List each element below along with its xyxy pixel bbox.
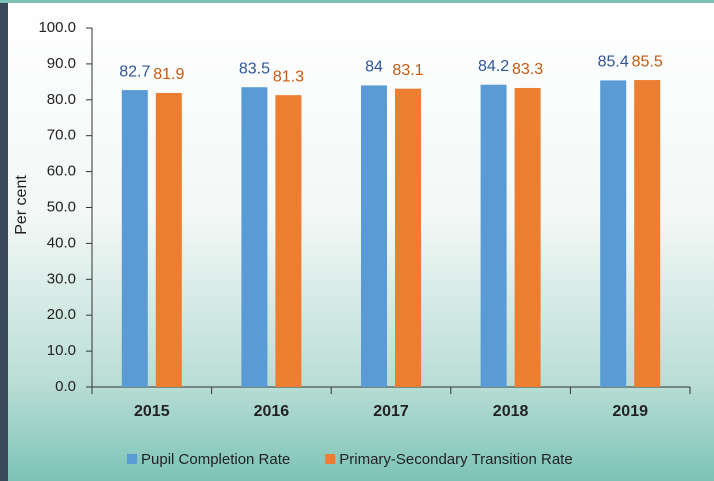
y-tick-label: 20.0 xyxy=(47,306,76,323)
bar xyxy=(600,80,627,387)
y-tick-label: 50.0 xyxy=(47,198,76,215)
y-tick-label: 70.0 xyxy=(47,127,76,144)
legend-swatch xyxy=(325,454,336,464)
bar xyxy=(395,88,421,388)
value-label: 82.7 xyxy=(119,63,150,80)
bar xyxy=(241,87,268,388)
y-tick-label: 30.0 xyxy=(47,270,76,287)
y-tick-label: 60.0 xyxy=(47,163,76,180)
left-edge xyxy=(0,0,8,481)
bar xyxy=(480,84,507,388)
x-tick-label: 2017 xyxy=(373,403,409,420)
value-label: 84 xyxy=(365,59,383,76)
y-tick-label: 0.0 xyxy=(55,378,76,395)
y-tick-label: 90.0 xyxy=(47,55,76,72)
bar xyxy=(121,90,148,388)
legend-swatch xyxy=(127,454,137,464)
value-label: 85.4 xyxy=(598,54,629,71)
y-tick-label: 40.0 xyxy=(47,234,76,251)
value-label: 84.2 xyxy=(478,58,509,75)
bar xyxy=(155,92,182,387)
value-label: 83.5 xyxy=(239,60,270,77)
value-label: 81.3 xyxy=(273,68,304,85)
y-tick-label: 10.0 xyxy=(47,342,76,359)
y-axis-label: Per cent xyxy=(13,175,30,235)
x-tick-label: 2016 xyxy=(254,403,290,420)
x-tick-label: 2018 xyxy=(493,403,529,420)
x-tick-label: 2015 xyxy=(134,403,170,420)
bar xyxy=(275,95,302,388)
bar xyxy=(634,80,661,388)
value-label: 83.3 xyxy=(512,61,543,78)
bar xyxy=(514,87,541,387)
legend-label: Pupil Completion Rate xyxy=(141,451,290,468)
legend-label: Primary-Secondary Transition Rate xyxy=(339,451,572,468)
value-label: 81.9 xyxy=(153,66,184,83)
value-label: 85.5 xyxy=(632,53,663,70)
x-tick-label: 2019 xyxy=(612,403,648,420)
y-tick-label: 80.0 xyxy=(47,91,76,108)
bar xyxy=(361,85,387,387)
top-edge xyxy=(0,0,714,3)
value-label: 83.1 xyxy=(392,62,423,79)
y-tick-label: 100.0 xyxy=(38,19,76,36)
